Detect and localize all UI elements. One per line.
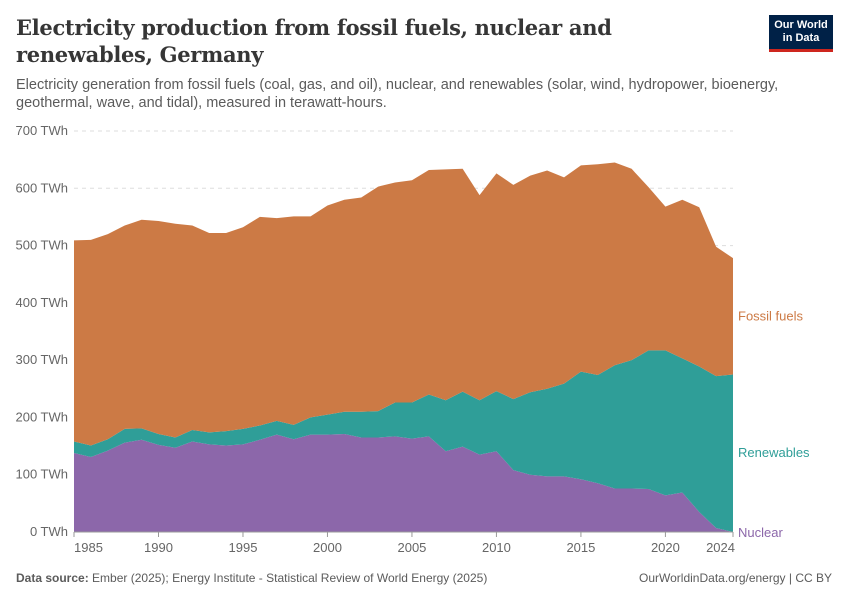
credit-link[interactable]: OurWorldinData.org/energy | CC BY bbox=[639, 571, 832, 585]
x-tick-label: 2020 bbox=[651, 540, 680, 555]
x-tick-label: 1985 bbox=[74, 540, 103, 555]
y-tick-label: 0 TWh bbox=[30, 524, 68, 539]
y-tick-label: 400 TWh bbox=[15, 295, 68, 310]
data-source: Data source: Ember (2025); Energy Instit… bbox=[16, 571, 488, 585]
chart-subtitle: Electricity generation from fossil fuels… bbox=[16, 77, 779, 111]
y-tick-label: 100 TWh bbox=[15, 467, 68, 482]
area-fossil-fuels[interactable] bbox=[74, 162, 733, 446]
x-tick-label: 2005 bbox=[397, 540, 426, 555]
y-tick-label: 300 TWh bbox=[15, 352, 68, 367]
legend-label: Nuclear bbox=[738, 525, 783, 540]
y-tick-label: 200 TWh bbox=[15, 409, 68, 424]
x-tick-label: 1990 bbox=[144, 540, 173, 555]
x-tick-label: 2015 bbox=[566, 540, 595, 555]
x-tick-label: 2000 bbox=[313, 540, 342, 555]
y-tick-label: 700 TWh bbox=[15, 123, 68, 138]
y-tick-label: 500 TWh bbox=[15, 238, 68, 253]
legend-label: Fossil fuels bbox=[738, 308, 804, 323]
y-tick-label: 600 TWh bbox=[15, 180, 68, 195]
chart-title: Electricity production from fossil fuels… bbox=[16, 15, 612, 67]
owid-logo[interactable]: Our World in Data bbox=[769, 15, 833, 52]
area-renewables[interactable] bbox=[74, 350, 733, 532]
x-tick-label: 1995 bbox=[229, 540, 258, 555]
x-tick-label: 2024 bbox=[706, 540, 735, 555]
legend-label: Renewables bbox=[738, 445, 810, 460]
source-text[interactable]: Ember (2025); Energy Institute - Statist… bbox=[92, 571, 488, 585]
area-nuclear[interactable] bbox=[74, 434, 733, 532]
x-tick-label: 2010 bbox=[482, 540, 511, 555]
